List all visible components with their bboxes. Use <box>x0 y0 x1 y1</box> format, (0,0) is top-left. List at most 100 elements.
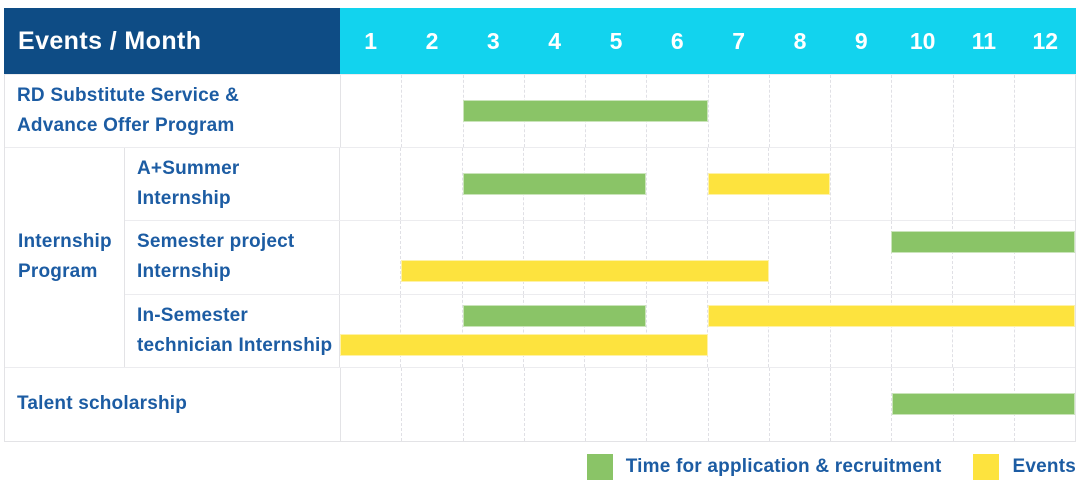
legend-item-application-recruitment: Time for application & recruitment <box>586 454 942 480</box>
month-grid-cell <box>769 148 831 221</box>
month-grid-cell <box>647 148 708 221</box>
month-header-3: 3 <box>486 27 500 54</box>
table-row-group: Internship Program A+Summer Internship Sem… <box>5 148 1075 368</box>
legend-item-events: Events <box>973 454 1076 480</box>
month-grid-cell <box>647 294 708 367</box>
month-grid-cell <box>340 221 402 294</box>
table-body: RD Substitute Service & Advance Offer Pr… <box>4 74 1076 442</box>
month-grid-cell <box>525 367 586 441</box>
table-sub-row: A+Summer Internship <box>125 148 1075 222</box>
month-grid-cell <box>585 294 647 367</box>
gantt-bar-green <box>462 173 647 196</box>
table-row: Talent scholarship <box>5 367 1075 441</box>
gantt-schedule-table: Events / Month 1 2 3 4 5 6 7 8 9 10 11 12 RD Substi… <box>4 8 1076 442</box>
month-header-10: 10 <box>909 27 936 54</box>
month-grid-cell <box>892 294 954 367</box>
gantt-row-canvas <box>340 148 1075 221</box>
month-grid-cell <box>1015 148 1075 220</box>
month-grid-cell <box>708 294 770 367</box>
row-label-text: In-Semester technician Internship <box>137 304 333 356</box>
month-grid-cell <box>708 221 770 294</box>
month-grid-cell <box>831 75 893 148</box>
month-grid-cell <box>892 148 954 221</box>
row-label-cell: Talent scholarship <box>5 367 341 441</box>
sub-row-label-cell: Semester project Internship <box>125 221 340 294</box>
month-grid <box>341 75 1075 148</box>
gantt-bar-green <box>891 231 1075 254</box>
gantt-bar-yellow <box>340 333 708 356</box>
month-grid-cell <box>953 294 1015 367</box>
gantt-row-canvas <box>340 294 1075 367</box>
month-grid-cell <box>709 367 770 441</box>
row-label-text: Internship Program <box>18 231 112 283</box>
month-header-11: 11 <box>971 27 997 54</box>
month-grid-cell <box>831 148 892 221</box>
gantt-row-canvas <box>340 221 1075 294</box>
sub-row-label-cell: A+Summer Internship <box>125 148 340 221</box>
table-row: RD Substitute Service & Advance Offer Pr… <box>5 75 1075 149</box>
month-header-2: 2 <box>425 27 439 54</box>
month-grid-cell <box>463 294 524 367</box>
row-label-text: Talent scholarship <box>17 393 188 415</box>
row-label-cell: RD Substitute Service & Advance Offer Pr… <box>5 75 341 148</box>
month-header-strip: 1 2 3 4 5 6 7 8 9 10 11 12 <box>340 8 1076 74</box>
gantt-bar-yellow <box>707 173 830 196</box>
month-grid-cell <box>831 294 892 367</box>
gantt-row-canvas <box>341 75 1075 148</box>
month-grid-cell <box>524 294 586 367</box>
month-grid-cell <box>647 221 708 294</box>
month-grid-cell <box>524 221 586 294</box>
month-grid-cell <box>463 221 524 294</box>
month-grid-cell <box>401 148 463 221</box>
yellow-swatch-icon <box>973 454 1000 480</box>
month-header-5: 5 <box>609 27 623 54</box>
month-grid-cell <box>709 75 770 148</box>
month-grid-cell <box>402 367 464 441</box>
month-grid-cell <box>341 367 403 441</box>
row-label-text: Semester project Internship <box>137 231 295 283</box>
legend-label: Events <box>1012 456 1076 477</box>
month-grid-cell <box>340 294 402 367</box>
month-grid-cell <box>585 221 647 294</box>
month-grid <box>340 221 1075 294</box>
month-grid-cell <box>769 294 831 367</box>
month-grid-cell <box>464 367 525 441</box>
month-grid-cell <box>1015 75 1075 147</box>
month-grid-cell <box>892 75 954 148</box>
table-header-row: Events / Month 1 2 3 4 5 6 7 8 9 10 11 12 <box>4 8 1076 74</box>
month-grid-cell <box>770 75 831 148</box>
group-sub-rows: A+Summer Internship Semester project Inte… <box>125 148 1075 367</box>
sub-row-label-cell: In-Semester technician Internship <box>125 294 340 367</box>
group-label-cell: Internship Program <box>5 148 125 367</box>
row-label-text: A+Summer Internship <box>137 158 240 210</box>
month-grid-cell <box>892 221 954 294</box>
chart-legend: Time for application & recruitment Event… <box>4 449 1076 485</box>
month-header-9: 9 <box>854 27 868 54</box>
month-header-6: 6 <box>670 27 684 54</box>
month-header-8: 8 <box>793 27 807 54</box>
month-grid-cell <box>586 367 648 441</box>
month-grid-cell <box>954 75 1015 148</box>
header-events-month-cell: Events / Month <box>4 8 340 74</box>
table-sub-row: In-Semester technician Internship <box>125 294 1075 367</box>
legend-label: Time for application & recruitment <box>625 456 942 477</box>
month-grid-cell <box>341 75 403 148</box>
month-header-4: 4 <box>548 27 562 54</box>
header-title: Events / Month <box>18 26 202 55</box>
month-grid-cell <box>953 221 1015 294</box>
gantt-bar-green <box>462 304 647 327</box>
month-grid-cell <box>831 221 892 294</box>
month-header-1: 1 <box>364 27 378 54</box>
row-label-text: RD Substitute Service & Advance Offer Pr… <box>17 85 240 137</box>
gantt-bar-yellow <box>707 304 1075 327</box>
month-grid-cell <box>647 367 709 441</box>
gantt-row-canvas <box>341 367 1075 441</box>
month-grid-cell <box>953 148 1015 221</box>
table-sub-row: Semester project Internship <box>125 221 1075 295</box>
gantt-bar-green <box>463 100 708 123</box>
month-grid-cell <box>770 367 831 441</box>
month-header-7: 7 <box>732 27 746 54</box>
month-grid-cell <box>831 367 893 441</box>
month-grid-cell <box>401 221 463 294</box>
month-grid-cell <box>647 75 709 148</box>
